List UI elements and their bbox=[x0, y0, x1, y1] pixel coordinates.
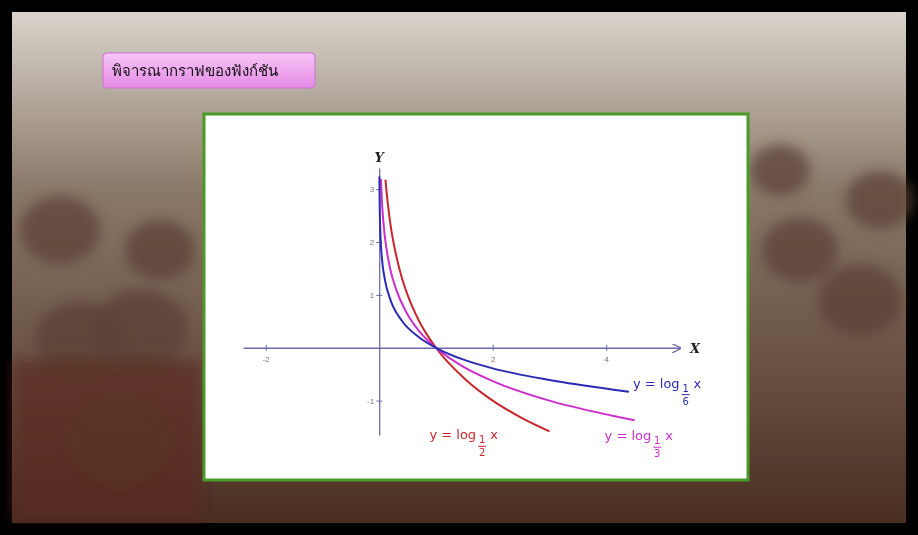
x-axis: -2 2 4 bbox=[244, 345, 681, 365]
curve-label-text: y = log bbox=[429, 427, 476, 442]
y-tick: -1 bbox=[367, 397, 382, 406]
base-denominator: 6 bbox=[682, 396, 688, 407]
slide: พิจารณากราฟของฟังก์ชัน -2 2 4 -1 1 2 3 X Yy = log… bbox=[0, 0, 918, 535]
title-box: พิจารณากราฟของฟังก์ชัน bbox=[103, 53, 315, 88]
title: พิจารณากราฟของฟังก์ชัน bbox=[112, 62, 278, 80]
base-numerator: 1 bbox=[479, 434, 485, 445]
x-tick: 4 bbox=[604, 345, 609, 365]
x-tick-mark bbox=[266, 345, 267, 351]
curve-label-text: y = log bbox=[633, 376, 680, 391]
curve-label: y = log1 3x bbox=[605, 428, 674, 459]
y-tick-mark bbox=[376, 401, 382, 402]
x-axis-title: X bbox=[689, 341, 701, 356]
x-tick: -2 bbox=[263, 345, 271, 365]
base-denominator: 3 bbox=[654, 448, 660, 459]
y-tick: 1 bbox=[370, 291, 382, 300]
base-numerator: 1 bbox=[654, 435, 660, 446]
y-axis-title: Y bbox=[375, 150, 386, 165]
bead bbox=[846, 171, 914, 229]
curve-label-text: y = log bbox=[605, 428, 652, 443]
bead bbox=[750, 145, 810, 196]
curve-label: y = log1 2x bbox=[429, 427, 498, 458]
curve-label-arg: x bbox=[694, 376, 702, 391]
bead bbox=[762, 218, 838, 283]
curve-label-arg: x bbox=[490, 427, 498, 442]
x-tick-mark bbox=[606, 345, 607, 351]
background bbox=[12, 12, 906, 523]
x-tick-label: 4 bbox=[604, 355, 609, 364]
bead bbox=[818, 264, 902, 335]
frame-wood bbox=[12, 360, 202, 520]
title-background bbox=[103, 53, 315, 88]
plot-area bbox=[379, 176, 634, 431]
bead bbox=[20, 196, 100, 264]
curve-label-arg: x bbox=[665, 428, 673, 443]
y-tick-label: -1 bbox=[367, 397, 375, 406]
x-tick-label: -2 bbox=[263, 355, 271, 364]
y-tick-label: 3 bbox=[370, 185, 375, 194]
x-tick-label: 2 bbox=[491, 355, 496, 364]
y-tick-mark bbox=[376, 295, 382, 296]
x-tick-mark bbox=[493, 345, 494, 351]
base-numerator: 1 bbox=[682, 383, 688, 394]
x-axis-line bbox=[244, 348, 681, 349]
function-curve bbox=[379, 176, 629, 391]
x-tick: 2 bbox=[491, 345, 496, 365]
y-tick-label: 2 bbox=[370, 238, 375, 247]
bead bbox=[125, 220, 195, 280]
chart-panel bbox=[204, 114, 748, 480]
base-denominator: 2 bbox=[479, 447, 485, 458]
function-curve bbox=[381, 179, 635, 420]
curve-label: y = log1 6x bbox=[633, 376, 702, 407]
y-tick-label: 1 bbox=[370, 291, 375, 300]
